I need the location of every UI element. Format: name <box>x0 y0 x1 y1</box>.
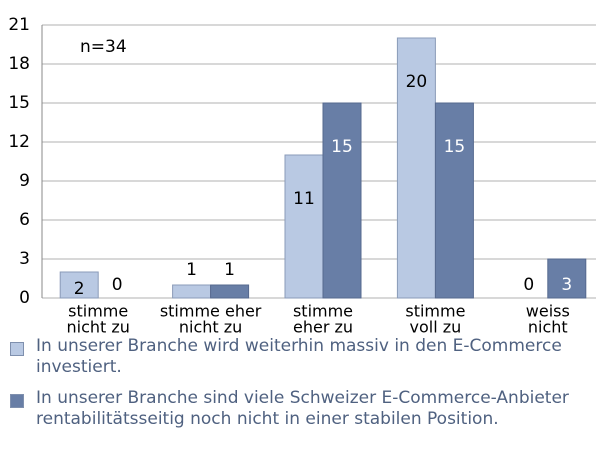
value-label: 0 <box>112 275 123 295</box>
x-tick-label: stimme <box>405 302 465 321</box>
bar <box>396 37 436 299</box>
legend-label: In unserer Branche sind viele Schweizer … <box>36 388 569 429</box>
legend: In unserer Branche wird weiterhin massiv… <box>0 336 602 440</box>
x-tick-label: nicht zu <box>179 318 242 337</box>
y-tick-label: 15 <box>8 93 30 113</box>
legend-swatch <box>10 342 24 356</box>
x-tick-label: nicht <box>528 318 568 337</box>
value-label: 15 <box>444 137 466 157</box>
y-tick-label: 6 <box>19 210 30 230</box>
y-tick-label: 3 <box>19 249 30 269</box>
y-tick-label: 12 <box>8 132 30 152</box>
x-tick-label: eher zu <box>293 318 353 337</box>
value-label: 3 <box>561 275 572 295</box>
value-label: 0 <box>523 275 534 295</box>
value-label: 1 <box>186 260 197 280</box>
legend-label: In unserer Branche wird weiterhin massiv… <box>36 336 562 377</box>
value-label: 1 <box>224 260 235 280</box>
bar <box>547 258 587 299</box>
bar <box>210 284 250 299</box>
y-tick-label: 18 <box>8 54 30 74</box>
value-label: 2 <box>74 279 85 299</box>
annotation: n=34 <box>80 37 127 57</box>
bar <box>172 284 212 299</box>
value-label: 15 <box>331 137 353 157</box>
x-tick-label: stimme <box>293 302 353 321</box>
legend-item: In unserer Branche sind viele Schweizer … <box>0 388 581 430</box>
x-tick-label: weiss <box>526 302 570 321</box>
legend-swatch <box>10 394 24 408</box>
bar <box>59 271 99 299</box>
x-tick-label: stimme <box>68 302 128 321</box>
value-label: 20 <box>406 72 428 92</box>
y-tick-label: 21 <box>8 15 30 35</box>
y-tick-label: 9 <box>19 171 30 191</box>
value-label: 11 <box>293 189 315 209</box>
x-tick-label: nicht zu <box>66 318 129 337</box>
x-tick-label: voll zu <box>410 318 462 337</box>
y-tick-label: 0 <box>19 288 30 308</box>
legend-item: In unserer Branche wird weiterhin massiv… <box>0 336 581 378</box>
bar <box>284 154 324 299</box>
x-tick-label: stimme eher <box>160 302 262 321</box>
bar <box>322 102 362 299</box>
bar <box>434 102 474 299</box>
